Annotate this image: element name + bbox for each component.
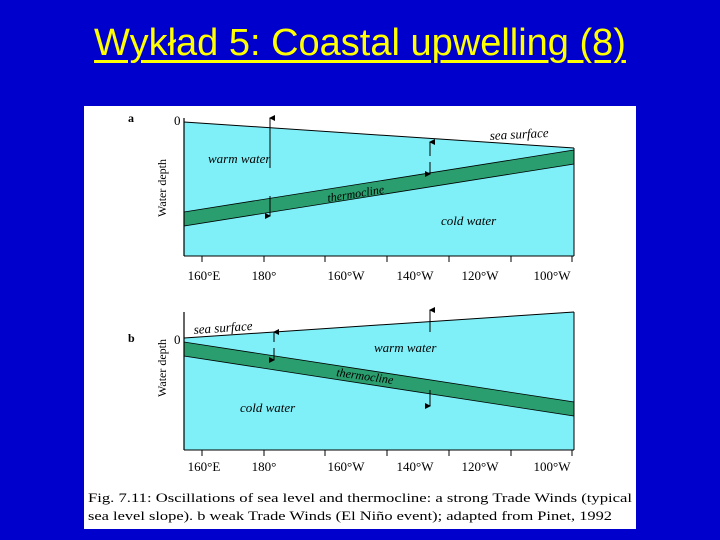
panel-a-tick-label: 160°W	[328, 268, 366, 283]
panel-a-x-tick-labels: 160°E 180° 160°W 140°W 120°W 100°W	[188, 268, 572, 283]
panel-b-warm-label: warm water	[374, 340, 437, 355]
panel-a-tick-label: 160°E	[188, 268, 221, 283]
panel-b-tick-label: 160°W	[328, 459, 366, 474]
panel-b-sea-surface-label: sea surface	[193, 318, 253, 337]
panel-b: b 0 Water depth sea surface warm water t…	[128, 307, 575, 474]
figure-caption-line-2: sea level slope). b weak Trade Winds (El…	[88, 509, 612, 523]
panel-b-tick-label: 120°W	[462, 459, 500, 474]
panel-a-sea-surface-line	[183, 121, 575, 149]
figure-panel: a 0 Water depth sea surface warm water t…	[84, 106, 636, 529]
panel-b-ticks	[201, 450, 573, 456]
panel-a-zero-label: 0	[174, 113, 181, 128]
panel-a-letter: a	[128, 111, 134, 125]
panel-b-x-tick-labels: 160°E 180° 160°W 140°W 120°W 100°W	[188, 459, 572, 474]
panel-a-tick-label: 100°W	[534, 268, 572, 283]
panel-a-cold-label: cold water	[441, 213, 497, 228]
panel-b-zero-label: 0	[174, 332, 181, 347]
panel-a-tick-label: 140°W	[397, 268, 435, 283]
panel-a-y-label: Water depth	[155, 159, 169, 217]
panel-a-warm-label: warm water	[208, 151, 271, 166]
panel-a-sea-surface-label: sea surface	[489, 125, 549, 143]
panel-b-tick-label: 160°E	[188, 459, 221, 474]
panel-b-cold-label: cold water	[240, 400, 296, 415]
panel-b-tick-label: 100°W	[534, 459, 572, 474]
oscillation-diagram: a 0 Water depth sea surface warm water t…	[88, 111, 633, 523]
slide-title: Wykład 5: Coastal upwelling (8)	[94, 22, 626, 64]
panel-b-tick-label: 140°W	[397, 459, 435, 474]
panel-a-ticks	[201, 256, 573, 262]
panel-a-tick-label: 180°	[252, 268, 277, 283]
panel-b-y-label: Water depth	[155, 339, 169, 397]
panel-a: a 0 Water depth sea surface warm water t…	[128, 111, 575, 283]
panel-b-sea-surface-line	[183, 311, 575, 339]
panel-b-tick-label: 180°	[252, 459, 277, 474]
figure-caption-line-1: Fig. 7.11: Oscillations of sea level and…	[88, 491, 633, 505]
panel-b-letter: b	[128, 331, 135, 345]
panel-a-tick-label: 120°W	[462, 268, 500, 283]
